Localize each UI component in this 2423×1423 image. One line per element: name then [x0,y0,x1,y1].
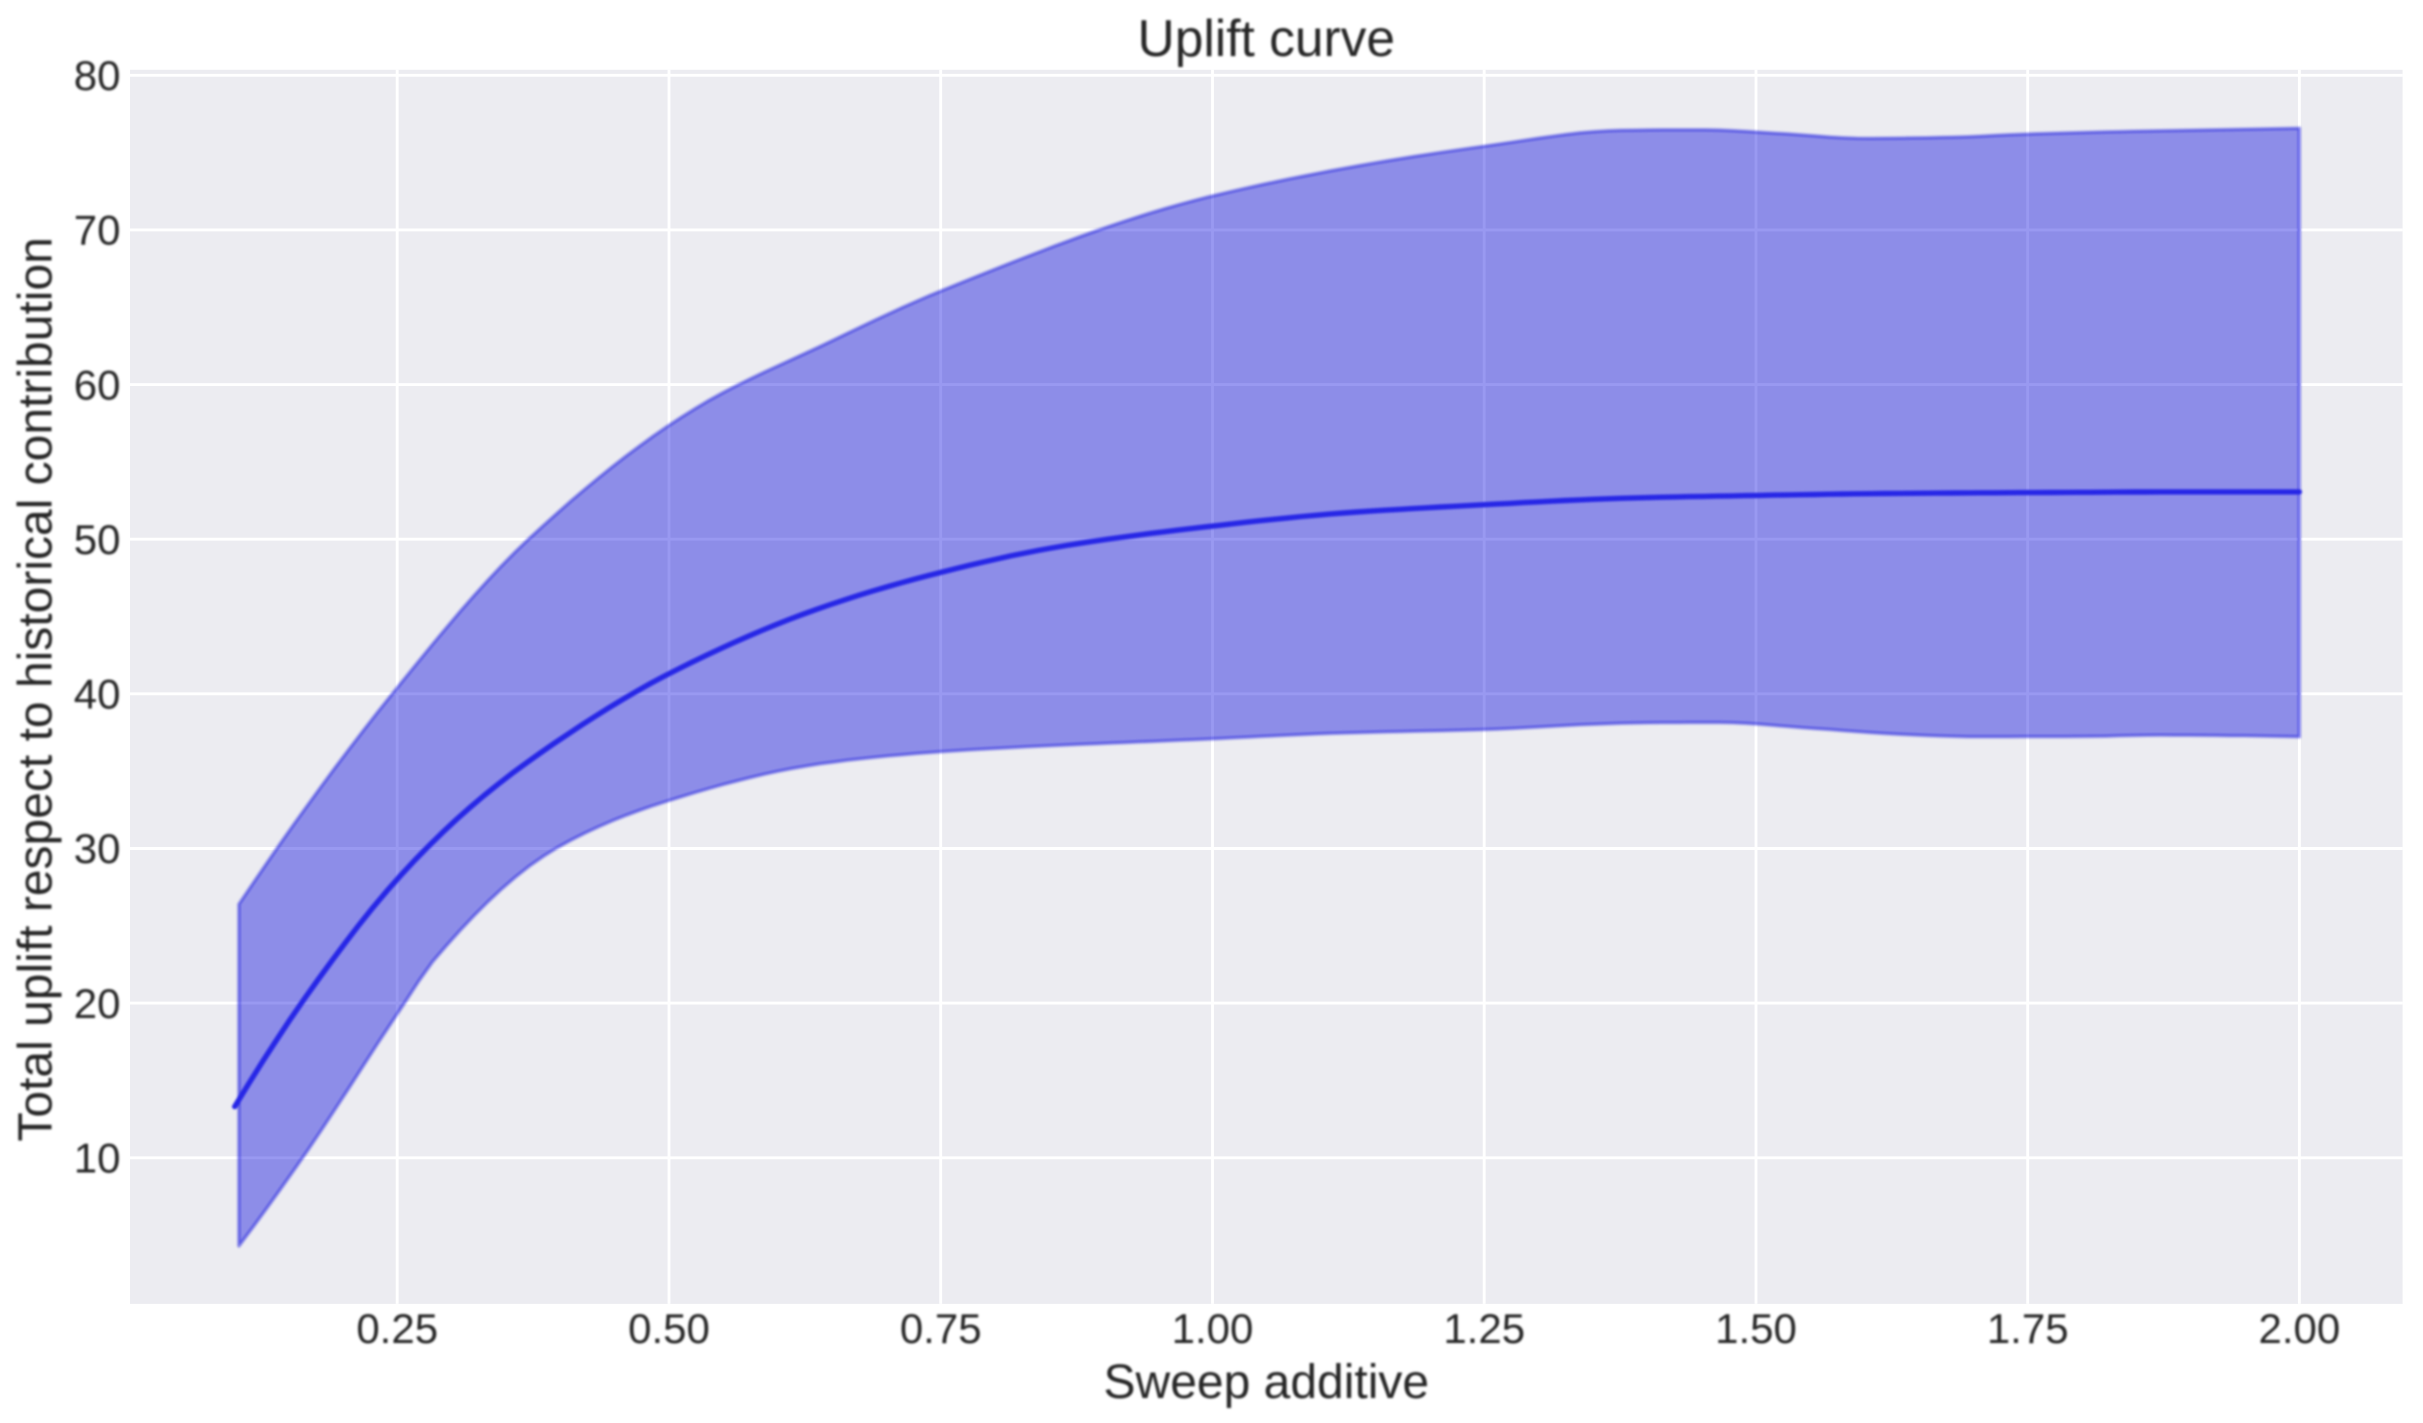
svg-text:0.75: 0.75 [900,1305,982,1352]
svg-text:50: 50 [74,516,121,563]
svg-text:1.75: 1.75 [1987,1305,2069,1352]
svg-text:0.25: 0.25 [356,1305,438,1352]
svg-text:20: 20 [74,980,121,1027]
svg-text:Total uplift respect to histor: Total uplift respect to historical contr… [9,237,62,1141]
svg-text:70: 70 [74,207,121,254]
svg-text:Sweep additive: Sweep additive [1104,1356,1430,1409]
svg-text:30: 30 [74,825,121,872]
svg-text:2.00: 2.00 [2259,1305,2341,1352]
svg-text:0.50: 0.50 [628,1305,710,1352]
svg-text:1.25: 1.25 [1443,1305,1525,1352]
svg-text:40: 40 [74,671,121,718]
svg-text:Uplift curve: Uplift curve [1138,9,1396,67]
svg-text:1.00: 1.00 [1172,1305,1254,1352]
svg-text:60: 60 [74,361,121,408]
svg-text:1.50: 1.50 [1715,1305,1797,1352]
svg-text:80: 80 [74,52,121,99]
svg-text:10: 10 [74,1135,121,1182]
